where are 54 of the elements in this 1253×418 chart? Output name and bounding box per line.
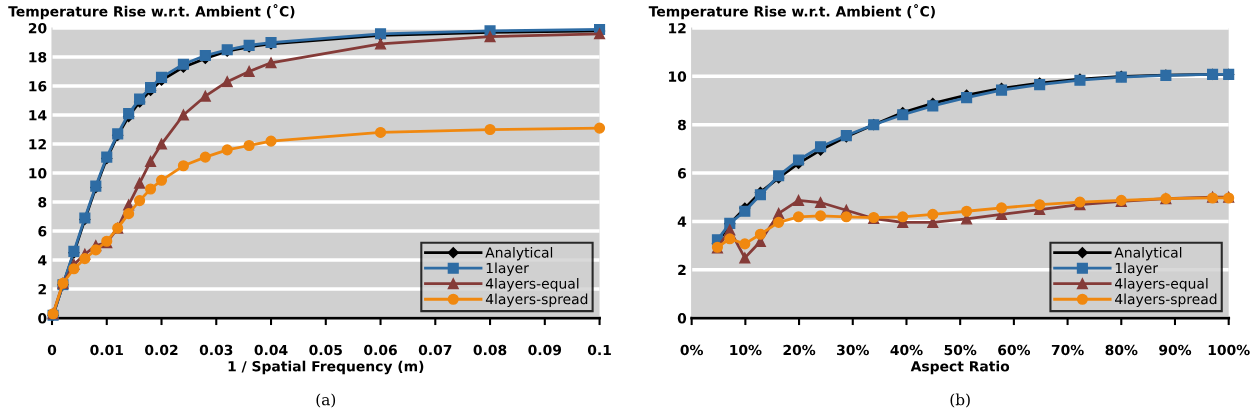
y-tick-label: 2 xyxy=(38,284,46,295)
y-tick-label: 18 xyxy=(29,51,47,63)
y-axis-title: Temperature Rise w.r.t. Ambient (˚C) xyxy=(648,4,935,20)
y-tick-label: 10 xyxy=(669,71,687,82)
x-tick-label: 0.01 xyxy=(90,344,123,356)
legend-label: 4layers-spread xyxy=(1115,293,1217,307)
x-axis-title: 1 / Spatial Frequency (m) xyxy=(228,360,424,375)
x-tick-label: 0.02 xyxy=(145,344,178,356)
y-tick-label: 4 xyxy=(677,216,687,227)
x-tick-label: 0.07 xyxy=(418,344,452,356)
x-tick-label: 30% xyxy=(837,344,869,356)
x-tick-label: 0.09 xyxy=(528,344,562,356)
legend-label: 1layer xyxy=(486,262,529,276)
x-tick-label: 0.03 xyxy=(199,344,233,356)
legend-label: 4layers-equal xyxy=(1115,278,1208,292)
y-tick-label: 10 xyxy=(29,168,47,179)
x-tick-label: 90% xyxy=(1159,344,1192,356)
legend-label: Analytical xyxy=(1114,246,1182,261)
legend-label: 4layers-equal xyxy=(485,278,579,292)
x-tick-label: 0.08 xyxy=(473,344,507,356)
y-tick-label: 6 xyxy=(38,226,47,237)
x-tick-label: 100% xyxy=(1208,344,1250,356)
y-tick-label: 0 xyxy=(38,313,47,324)
text: (a) xyxy=(316,393,336,408)
x-tick-label: 10% xyxy=(730,344,762,356)
y-tick-label: 6 xyxy=(677,168,687,179)
y-tick-label: 8 xyxy=(38,197,47,208)
y-axis-title: Temperature Rise w.r.t. Ambient (˚C) xyxy=(8,4,295,20)
x-tick-label: 0.1 xyxy=(587,344,611,356)
x-axis-title: Aspect Ratio xyxy=(910,360,1010,375)
y-tick-label: 8 xyxy=(677,119,686,131)
x-tick-label: 20% xyxy=(783,344,816,356)
y-tick-label: 4 xyxy=(38,255,47,266)
x-tick-label: 40% xyxy=(890,344,923,356)
x-tick-label: 0% xyxy=(680,344,703,356)
x-tick-label: 60% xyxy=(998,344,1031,356)
x-tick-label: 0 xyxy=(47,344,57,356)
x-tick-label: 50% xyxy=(944,344,977,356)
y-tick-label: 2 xyxy=(678,264,686,276)
x-tick-label: 0.04 xyxy=(254,344,288,356)
x-tick-label: 0.05 xyxy=(309,344,342,356)
y-tick-label: 20 xyxy=(28,22,47,34)
x-tick-label: 70% xyxy=(1051,344,1084,356)
x-tick-label: 0.06 xyxy=(364,344,397,356)
legend-label: 1layer xyxy=(1115,262,1159,276)
y-tick-label: 0 xyxy=(677,313,687,324)
y-tick-label: 12 xyxy=(669,22,686,34)
legend-label: 4layers-spread xyxy=(485,293,588,307)
text: (b) xyxy=(950,393,970,408)
x-tick-label: 80% xyxy=(1105,344,1138,356)
legend-label: Analytical xyxy=(485,246,553,261)
y-tick-label: 12 xyxy=(29,139,46,150)
y-tick-label: 14 xyxy=(29,110,47,121)
y-tick-label: 16 xyxy=(29,81,47,92)
